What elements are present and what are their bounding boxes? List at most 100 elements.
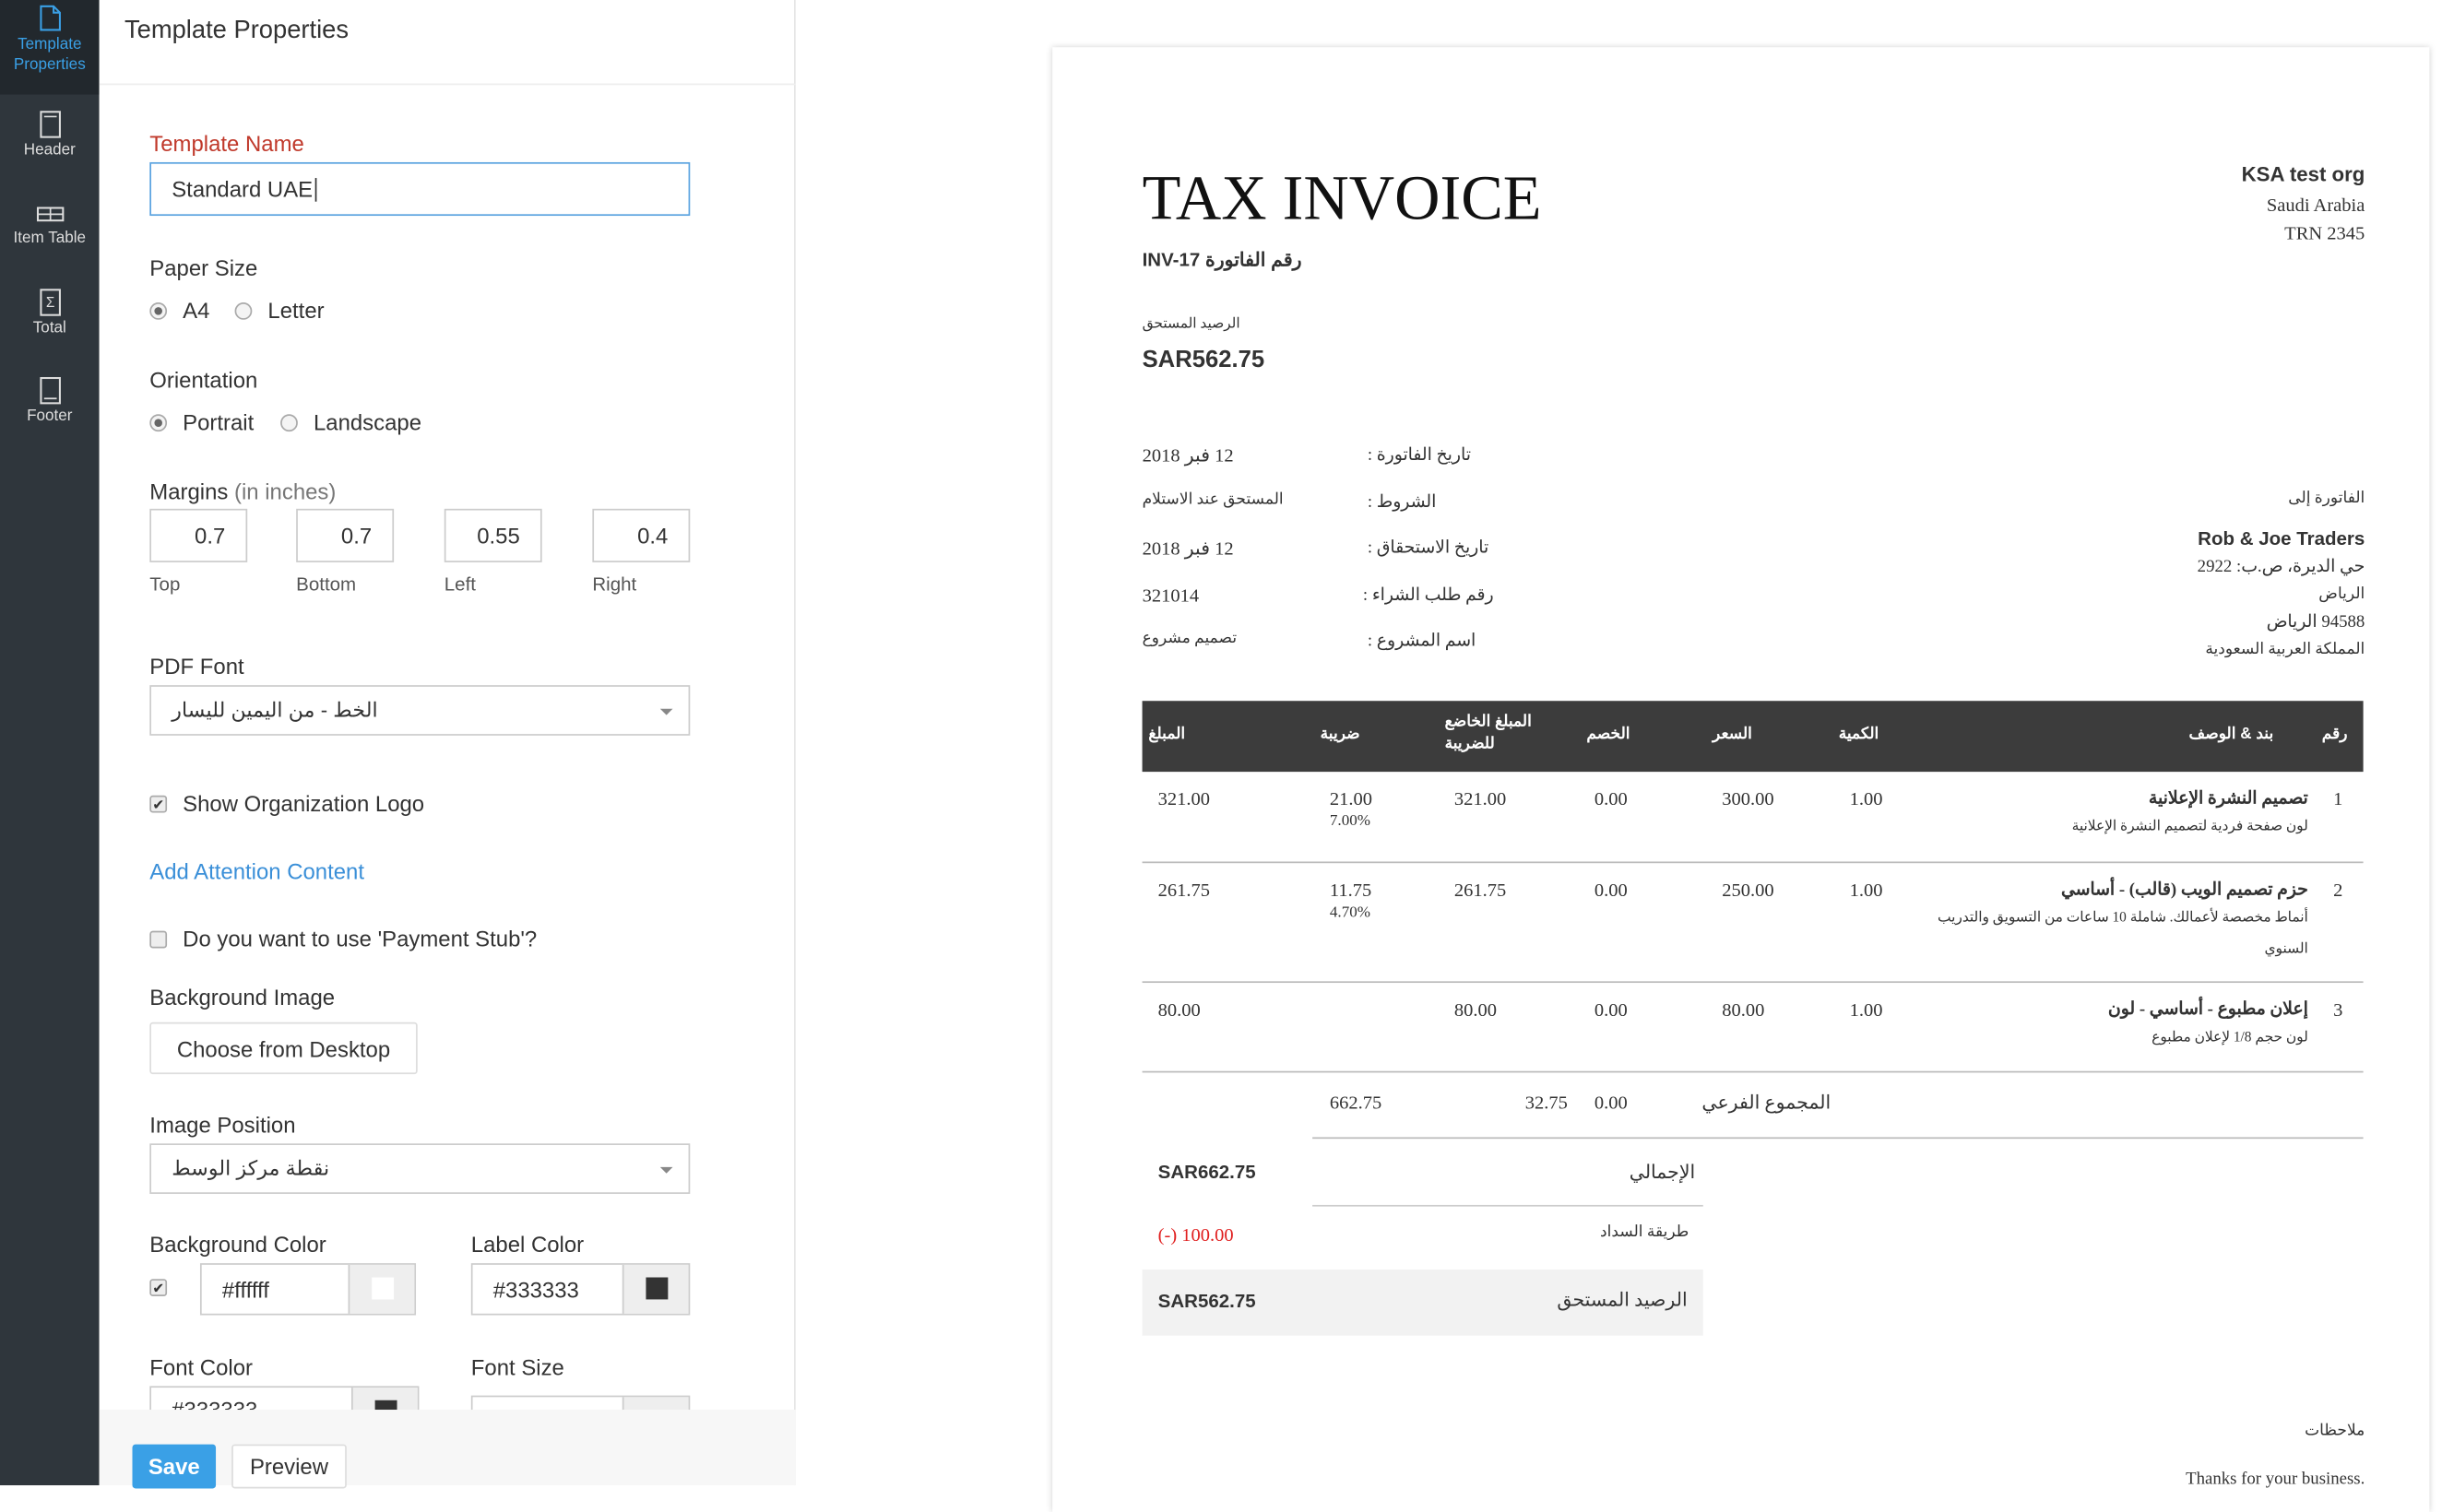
sidebar: Template Properties Header Item Table Σ … bbox=[0, 0, 100, 1486]
image-position-select[interactable]: نقطة مركز الوسط bbox=[149, 1143, 691, 1194]
meta-value: 12 فبر 2018 bbox=[1142, 443, 1234, 467]
sidebar-item-label: Template Properties bbox=[13, 36, 86, 75]
cell-tax_pct: 7.00% bbox=[1329, 812, 1371, 831]
subtotal-amount: 662.75 bbox=[1329, 1091, 1382, 1114]
row-divider bbox=[1142, 1070, 2364, 1073]
cell-no: 1 bbox=[2333, 787, 2343, 810]
col-no: رقم bbox=[2321, 726, 2348, 744]
choose-from-desktop-button[interactable]: Choose from Desktop bbox=[149, 1022, 418, 1075]
cell-no: 2 bbox=[2333, 879, 2343, 902]
col-tax: ضريبة bbox=[1320, 726, 1360, 744]
org-trn: TRN 2345 bbox=[2284, 221, 2365, 244]
payment-stub-label: Do you want to use 'Payment Stub'? bbox=[183, 926, 538, 951]
cell-taxable: 80.00 bbox=[1453, 998, 1497, 1022]
cell-tax_pct: 4.70% bbox=[1329, 904, 1371, 922]
items-table-header: رقم بند & الوصف الكمية السعر الخصم المبل… bbox=[1142, 701, 2364, 773]
col-rate: السعر bbox=[1713, 726, 1752, 744]
cell-desc2: السنوي bbox=[2264, 939, 2308, 956]
cell-desc: لون صفحة فردية لتصميم النشرة الإعلانية bbox=[2071, 817, 2308, 833]
cell-rate: 80.00 bbox=[1722, 998, 1765, 1022]
customer-address: حي الديرة، ص.ب: 2922 bbox=[2197, 557, 2365, 577]
margin-top-input[interactable]: 0.7 bbox=[149, 508, 248, 562]
sidebar-item-template-properties[interactable]: Template Properties bbox=[0, 0, 100, 95]
cell-qty: 1.00 bbox=[1849, 787, 1883, 810]
panel-title: Template Properties bbox=[124, 17, 350, 44]
margins-label: Margins (in inches) bbox=[149, 478, 337, 504]
cell-taxable: 261.75 bbox=[1453, 879, 1507, 902]
col-qty: الكمية bbox=[1838, 726, 1879, 744]
font-size-label: Font Size bbox=[470, 1354, 564, 1380]
template-name-input[interactable]: Standard UAE bbox=[149, 161, 691, 217]
paper-letter-label: Letter bbox=[267, 297, 325, 324]
landscape-radio[interactable] bbox=[280, 414, 298, 432]
portrait-label: Portrait bbox=[183, 409, 255, 435]
label-color-swatch[interactable] bbox=[622, 1264, 689, 1314]
label-color-label: Label Color bbox=[470, 1231, 585, 1258]
divider bbox=[99, 83, 796, 86]
bg-color-checkbox[interactable]: ✔ bbox=[149, 1279, 168, 1297]
cell-amount: 80.00 bbox=[1157, 998, 1201, 1022]
header-icon bbox=[39, 111, 61, 138]
margin-bottom-label: Bottom bbox=[296, 573, 357, 596]
meta-label: تاريخ الاستحقاق : bbox=[1367, 538, 1489, 558]
total-amount: SAR662.75 bbox=[1157, 1161, 1256, 1184]
label-color-value: #333333 bbox=[492, 1276, 579, 1302]
col-discount: الخصم bbox=[1586, 726, 1630, 744]
document-icon bbox=[39, 5, 61, 31]
landscape-label: Landscape bbox=[313, 409, 422, 435]
save-button[interactable]: Save bbox=[132, 1444, 217, 1489]
margin-right-input[interactable]: 0.4 bbox=[592, 508, 691, 562]
sidebar-item-item-table[interactable]: Item Table bbox=[0, 202, 100, 290]
balance-due-row: SAR562.75 الرصيد المستحق bbox=[1142, 1269, 1703, 1336]
image-position-label: Image Position bbox=[149, 1112, 296, 1138]
margin-left-input[interactable]: 0.55 bbox=[444, 508, 542, 562]
margin-bottom-input[interactable]: 0.7 bbox=[296, 508, 395, 562]
payment-stub-checkbox[interactable] bbox=[149, 930, 168, 949]
chevron-down-icon bbox=[659, 708, 673, 715]
org-name: KSA test org bbox=[2241, 161, 2365, 186]
bg-color-input[interactable]: #ffffff bbox=[199, 1263, 417, 1316]
pdf-font-value: الخط - من اليمين لليسار bbox=[172, 697, 378, 722]
add-attention-link[interactable]: Add Attention Content bbox=[149, 858, 365, 884]
preview-button[interactable]: Preview bbox=[231, 1444, 347, 1489]
template-name-value: Standard UAE bbox=[172, 176, 314, 202]
show-logo-label: Show Organization Logo bbox=[183, 790, 425, 816]
template-name-label: Template Name bbox=[149, 130, 304, 157]
subtotal-label: المجموع الفرعي bbox=[1701, 1091, 1832, 1114]
margin-right-label: Right bbox=[592, 573, 637, 596]
meta-value: 12 فبر 2018 bbox=[1142, 537, 1234, 560]
pdf-font-select[interactable]: الخط - من اليمين لليسار bbox=[149, 685, 691, 736]
subtotal-discount: 0.00 bbox=[1594, 1091, 1628, 1114]
sidebar-item-label: Footer bbox=[27, 408, 73, 426]
invoice-preview: TAX INVOICE INV-17 رقم الفاتورة KSA test… bbox=[1052, 47, 2430, 1512]
paper-a4-label: A4 bbox=[183, 297, 210, 324]
payment-label: طريقة السداد bbox=[1600, 1223, 1689, 1242]
invoice-title: TAX INVOICE bbox=[1142, 161, 1542, 233]
cell-desc: لون حجم 1/8 لإعلان مطبوع bbox=[2152, 1028, 2308, 1045]
font-color-label: Font Color bbox=[149, 1354, 253, 1380]
sidebar-item-total[interactable]: Σ Total bbox=[0, 289, 100, 377]
paper-a4-radio[interactable] bbox=[149, 302, 168, 320]
balance-label: الرصيد المستحق bbox=[1142, 314, 1240, 331]
subtotal-tax: 32.75 bbox=[1524, 1091, 1568, 1114]
margin-left-label: Left bbox=[444, 573, 476, 596]
sidebar-item-footer[interactable]: Footer bbox=[0, 376, 100, 465]
col-item: بند & الوصف bbox=[2188, 726, 2274, 744]
cell-amount: 261.75 bbox=[1157, 879, 1211, 902]
sidebar-item-header[interactable]: Header bbox=[0, 111, 100, 199]
portrait-radio[interactable] bbox=[149, 414, 168, 432]
sidebar-item-label: Total bbox=[32, 319, 66, 337]
meta-value: 321014 bbox=[1142, 584, 1200, 607]
bg-color-swatch[interactable] bbox=[348, 1264, 415, 1314]
cell-qty: 1.00 bbox=[1849, 879, 1883, 902]
bg-color-label: Background Color bbox=[149, 1231, 326, 1258]
cell-rate: 250.00 bbox=[1722, 879, 1774, 902]
label-color-input[interactable]: #333333 bbox=[470, 1263, 691, 1316]
action-bar: Save Preview bbox=[99, 1410, 796, 1489]
show-logo-checkbox[interactable]: ✔ bbox=[149, 795, 168, 813]
cell-rate: 300.00 bbox=[1722, 787, 1774, 810]
bill-to-label: الفاتورة إلى bbox=[2288, 490, 2365, 508]
org-country: Saudi Arabia bbox=[2266, 194, 2365, 217]
paper-letter-radio[interactable] bbox=[234, 302, 253, 320]
sidebar-item-label: Item Table bbox=[13, 230, 87, 248]
